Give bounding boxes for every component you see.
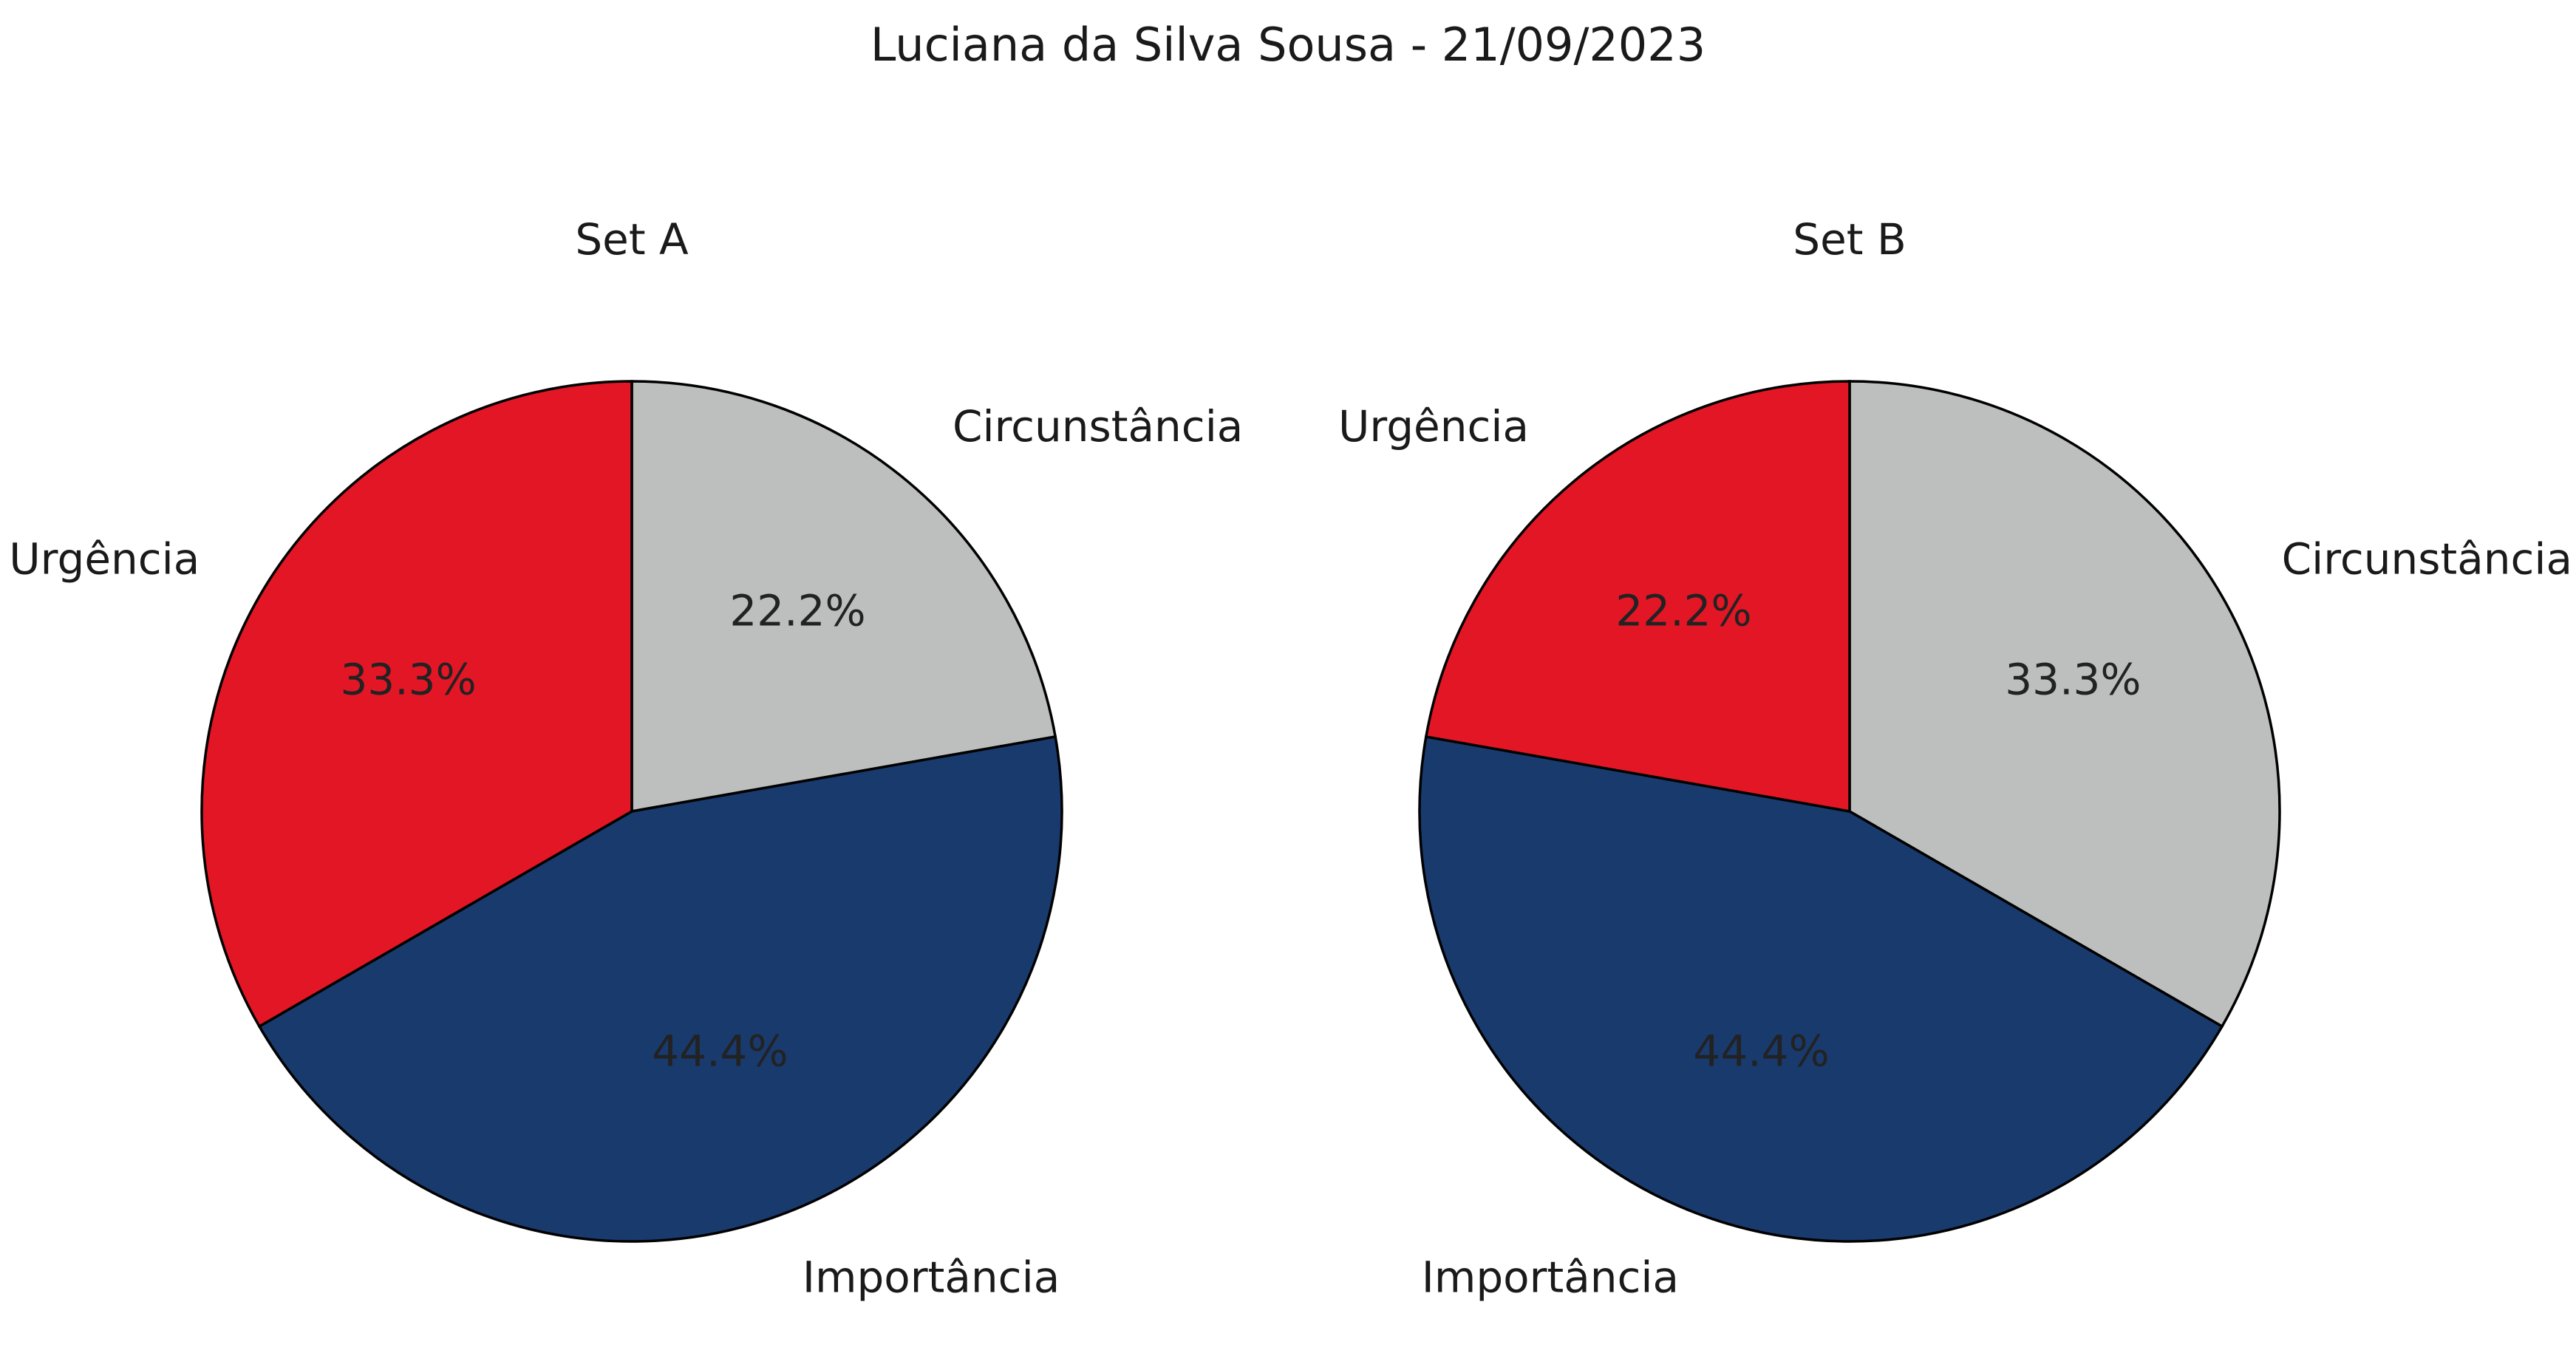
pie-slice-set-a-circunstancia xyxy=(630,380,1057,814)
pct-label-set-b-importancia: 44.4% xyxy=(1693,1026,1829,1076)
category-label-set-a-importancia: Importância xyxy=(803,1253,1060,1303)
pie-slice-set-b-importancia xyxy=(1418,735,2224,1243)
pie-set-a: 22.2% Circunstância 44.4% Importância 33.3% U… xyxy=(9,214,1243,1303)
pie-title-set-b: Set B xyxy=(1793,214,1906,265)
category-label-set-b-urgencia: Urgência xyxy=(1338,401,1529,451)
pie-set-b: 33.3% Circunstância 44.4% Importância 22.2% U… xyxy=(1338,214,2572,1303)
pie-slice-set-b-circunstancia xyxy=(1848,380,2281,1029)
category-label-set-a-circunstancia: Circunstância xyxy=(953,401,1243,451)
category-label-set-b-circunstancia: Circunstância xyxy=(2282,534,2572,585)
pie-slice-set-a-urgencia xyxy=(200,380,633,1029)
pie-slice-set-b-urgencia xyxy=(1424,380,1851,814)
pct-label-set-a-importancia: 44.4% xyxy=(652,1026,788,1076)
pct-label-set-b-circunstancia: 33.3% xyxy=(2005,655,2141,705)
pct-label-set-a-circunstancia: 22.2% xyxy=(729,586,865,636)
pct-label-set-a-urgencia: 33.3% xyxy=(340,655,476,705)
pct-label-set-b-urgencia: 22.2% xyxy=(1615,586,1751,636)
category-label-set-b-importancia: Importância xyxy=(1422,1253,1679,1303)
pie-slice-set-a-importancia xyxy=(257,735,1063,1243)
pie-title-set-a: Set A xyxy=(575,214,689,265)
figure-title: Luciana da Silva Sousa - 21/09/2023 xyxy=(870,18,1706,72)
category-label-set-a-urgencia: Urgência xyxy=(9,534,200,585)
